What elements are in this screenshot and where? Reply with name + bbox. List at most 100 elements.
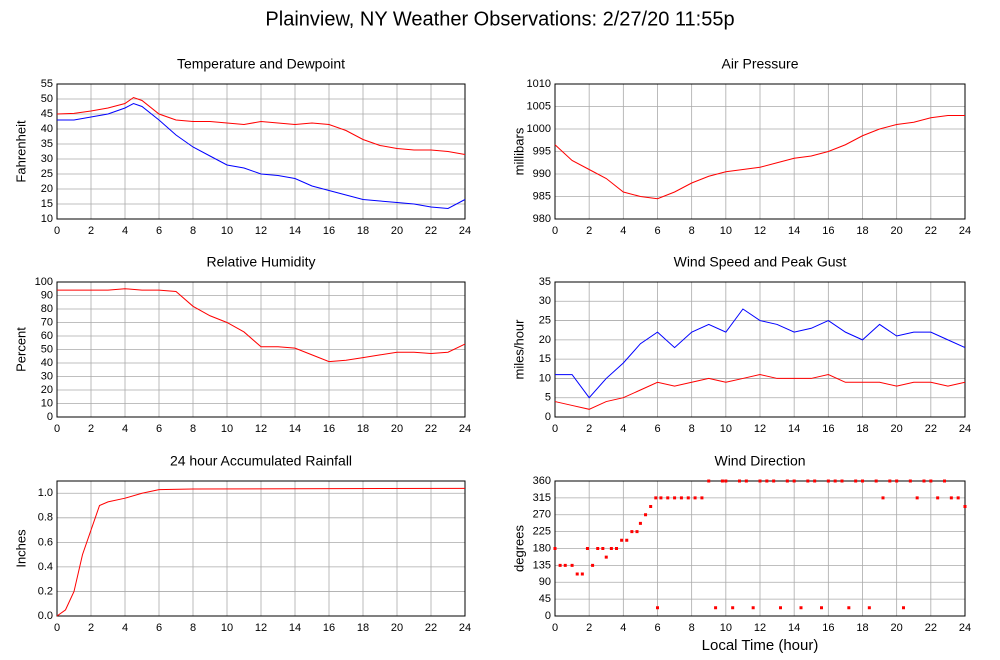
x-tick-label: 6 bbox=[156, 423, 162, 435]
x-tick-label: 24 bbox=[459, 622, 471, 634]
x-tick-label: 4 bbox=[620, 622, 626, 634]
chart-title: Wind Speed and Peak Gust bbox=[674, 254, 847, 270]
x-tick-label: 20 bbox=[391, 423, 403, 435]
x-tick-label: 10 bbox=[720, 622, 732, 634]
x-tick-label: 24 bbox=[959, 225, 971, 237]
x-tick-label: 22 bbox=[925, 423, 937, 435]
y-tick-label: 360 bbox=[533, 475, 551, 487]
x-tick-label: 4 bbox=[122, 225, 128, 237]
x-tick-label: 14 bbox=[289, 423, 301, 435]
data-point bbox=[792, 479, 796, 483]
data-point bbox=[673, 496, 677, 500]
x-tick-label: 18 bbox=[357, 622, 369, 634]
y-tick-label: 0 bbox=[47, 411, 53, 423]
x-tick-label: 16 bbox=[822, 423, 834, 435]
x-tick-label: 4 bbox=[620, 423, 626, 435]
x-tick-label: 18 bbox=[856, 423, 868, 435]
data-point bbox=[813, 479, 817, 483]
x-tick-label: 24 bbox=[459, 423, 471, 435]
y-tick-label: 315 bbox=[533, 492, 551, 504]
x-tick-label: 22 bbox=[425, 622, 437, 634]
y-tick-label: 20 bbox=[539, 334, 551, 346]
data-point bbox=[744, 479, 748, 483]
y-tick-label: 225 bbox=[533, 526, 551, 538]
y-tick-label: 100 bbox=[35, 276, 53, 288]
y-tick-label: 10 bbox=[41, 397, 53, 409]
data-point bbox=[908, 479, 912, 483]
y-tick-label: 10 bbox=[539, 372, 551, 384]
x-tick-label: 14 bbox=[289, 622, 301, 634]
data-point bbox=[840, 479, 844, 483]
x-tick-label: 16 bbox=[323, 225, 335, 237]
y-tick-label: 50 bbox=[41, 343, 53, 355]
x-tick-label: 10 bbox=[221, 622, 233, 634]
data-point bbox=[679, 496, 683, 500]
x-tick-label: 10 bbox=[720, 423, 732, 435]
chart-title: Relative Humidity bbox=[207, 254, 316, 270]
data-point bbox=[949, 496, 953, 500]
chart-title: Air Pressure bbox=[721, 56, 798, 72]
x-tick-label: 12 bbox=[754, 622, 766, 634]
data-line bbox=[56, 487, 466, 617]
data-point bbox=[738, 479, 741, 483]
plot-frame bbox=[56, 480, 466, 617]
x-tick-label: 6 bbox=[156, 622, 162, 634]
y-tick-label: 30 bbox=[41, 153, 53, 165]
y-axis-label: Fahrenheit bbox=[13, 120, 28, 183]
y-axis-label: Inches bbox=[13, 529, 28, 568]
y-tick-label: 1010 bbox=[527, 78, 551, 90]
x-tick-label: 8 bbox=[689, 622, 695, 634]
x-tick-label: 22 bbox=[925, 622, 937, 634]
x-tick-label: 16 bbox=[822, 225, 834, 237]
y-tick-label: 30 bbox=[41, 370, 53, 382]
page-title: Plainview, NY Weather Observations: 2/27… bbox=[265, 8, 734, 30]
y-tick-label: 15 bbox=[539, 353, 551, 365]
x-tick-label: 20 bbox=[391, 622, 403, 634]
y-tick-label: 35 bbox=[539, 276, 551, 288]
data-point bbox=[654, 496, 658, 500]
x-tick-label: 20 bbox=[891, 423, 903, 435]
data-point bbox=[799, 606, 803, 610]
data-point bbox=[820, 606, 823, 610]
data-line bbox=[554, 115, 965, 200]
y-tick-label: 995 bbox=[533, 145, 551, 157]
data-point bbox=[963, 505, 967, 508]
data-point bbox=[644, 513, 648, 517]
data-point bbox=[570, 563, 574, 567]
data-point bbox=[591, 563, 595, 567]
data-point bbox=[625, 538, 629, 542]
data-point bbox=[686, 496, 690, 500]
x-tick-label: 6 bbox=[654, 622, 660, 634]
y-axis-label: degrees bbox=[511, 525, 526, 572]
data-point bbox=[604, 555, 608, 559]
data-point bbox=[615, 547, 618, 550]
x-tick-label: 18 bbox=[357, 225, 369, 237]
x-tick-label: 12 bbox=[754, 423, 766, 435]
x-tick-label: 12 bbox=[255, 423, 267, 435]
y-tick-label: 50 bbox=[41, 93, 53, 105]
y-tick-label: 990 bbox=[533, 168, 551, 180]
y-tick-label: 1.0 bbox=[38, 487, 53, 499]
x-tick-label: 12 bbox=[255, 622, 267, 634]
x-tick-label: 6 bbox=[156, 225, 162, 237]
y-axis-label: millibars bbox=[511, 127, 526, 175]
data-point bbox=[620, 538, 624, 542]
data-point bbox=[553, 547, 557, 550]
x-tick-label: 8 bbox=[190, 622, 196, 634]
y-tick-label: 180 bbox=[533, 542, 551, 554]
data-point bbox=[929, 479, 933, 483]
data-line bbox=[57, 288, 466, 363]
data-point bbox=[563, 563, 567, 567]
x-tick-label: 16 bbox=[822, 622, 834, 634]
data-point bbox=[847, 606, 851, 610]
x-tick-label: 2 bbox=[88, 423, 94, 435]
x-tick-label: 24 bbox=[459, 225, 471, 237]
y-axis-label: miles/hour bbox=[511, 319, 526, 380]
x-tick-label: 2 bbox=[586, 622, 592, 634]
data-line bbox=[56, 96, 466, 155]
x-tick-label: 18 bbox=[357, 423, 369, 435]
y-tick-label: 70 bbox=[41, 316, 53, 328]
y-tick-label: 25 bbox=[539, 314, 551, 326]
y-tick-label: 0.0 bbox=[38, 610, 53, 622]
plot-frame bbox=[56, 83, 466, 220]
